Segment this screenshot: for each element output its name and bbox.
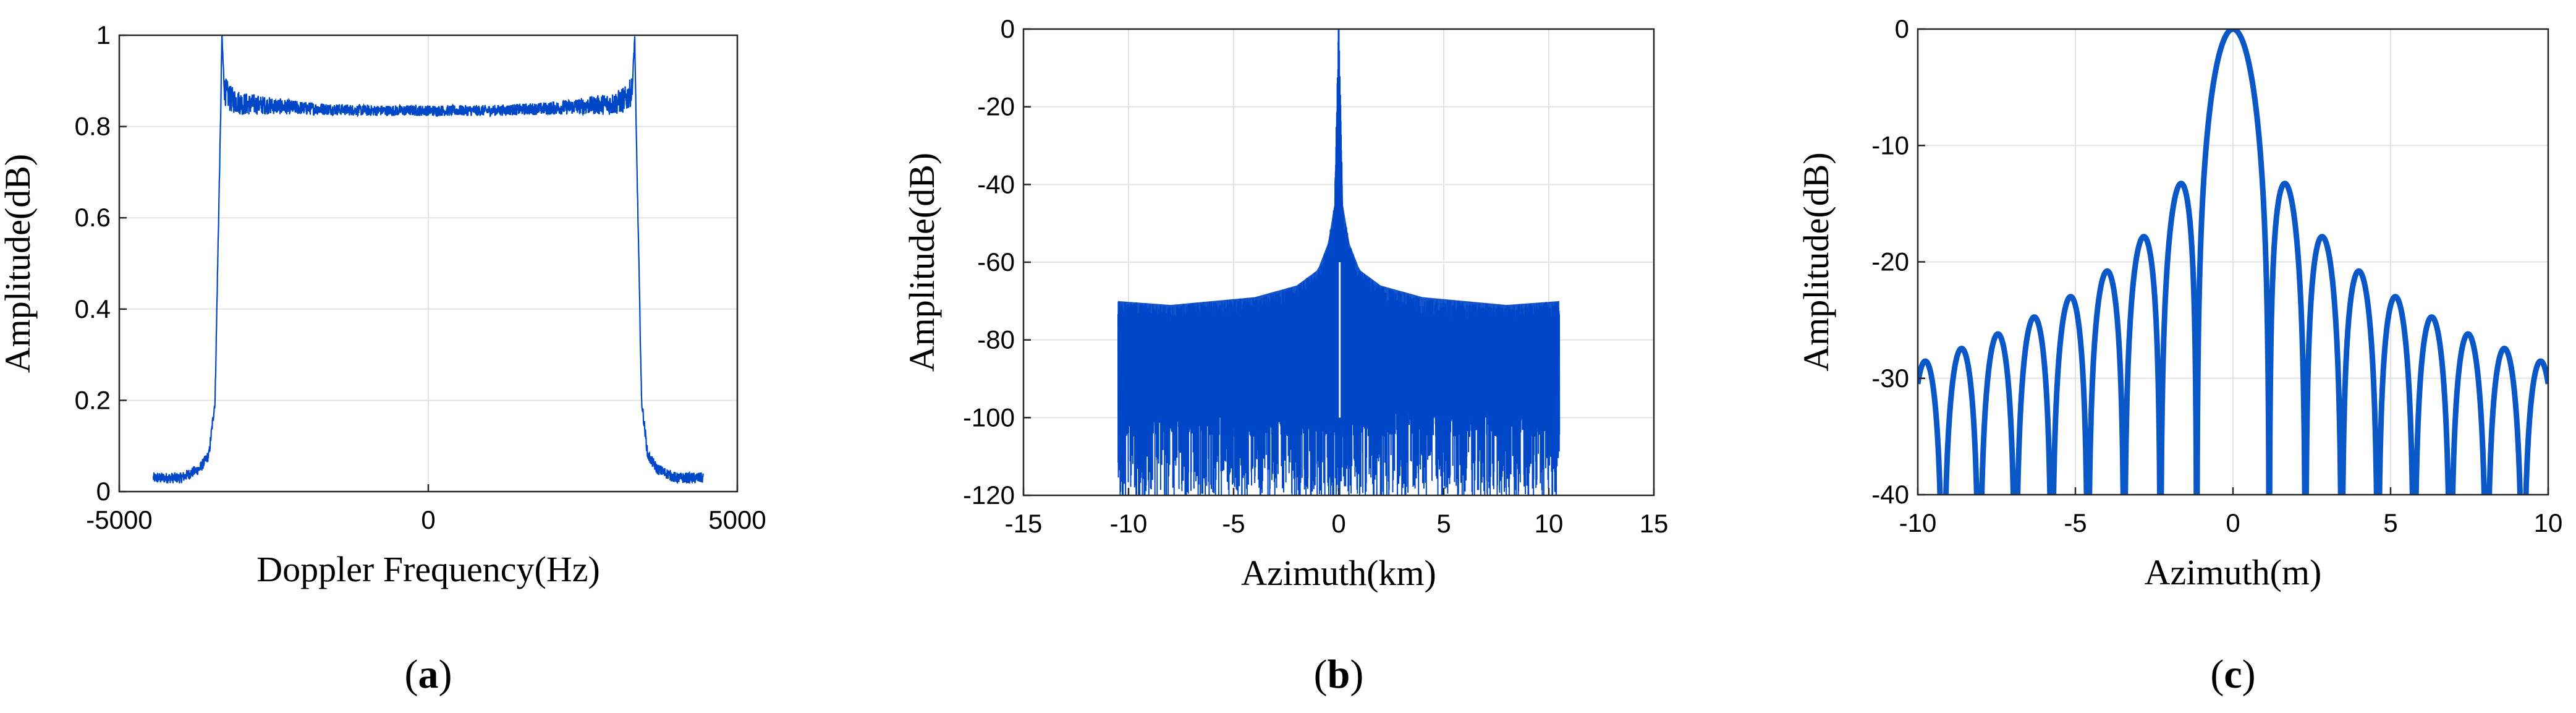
x-tick-label: 15 [1640,509,1669,538]
panel-c-caption-open: ( [2210,652,2224,697]
panel-a-ylabel: Amplitude(dB) [0,154,38,373]
panel-b-caption-open: ( [1314,652,1328,697]
panel-b-caption: (b) [1314,652,1364,697]
panel-b-ticks: -15 -10 -5 0 5 10 15 -120 -100 -80 -60 -40 -20 0 [963,14,1668,538]
y-tick-label: 0.6 [75,203,111,232]
y-tick-label: -30 [1871,364,1909,393]
panel-a-caption-close: ) [439,652,452,697]
y-tick-label: -120 [963,480,1015,510]
y-tick-label: -20 [977,92,1015,121]
y-tick-label: -10 [1871,130,1909,160]
y-tick-label: 0 [1001,14,1015,43]
x-tick-label: -5 [2064,508,2087,537]
x-tick-label: -5000 [86,505,152,534]
y-tick-label: -20 [1871,247,1909,276]
panel-a-plot-area [152,35,705,484]
y-tick-label: -40 [977,169,1015,199]
y-tick-label: 0.2 [75,385,111,414]
panel-a-caption-open: ( [405,652,418,697]
x-tick-label: 0 [1331,509,1345,538]
x-tick-label: -10 [1110,509,1148,538]
x-tick-label: 10 [1535,509,1564,538]
panel-b-caption-close: ) [1350,652,1363,697]
panel-b-xlabel: Azimuth(km) [1241,553,1436,593]
x-tick-label: 10 [2534,508,2563,537]
x-tick-label: 5 [1436,509,1451,538]
panel-c-caption-close: ) [2242,652,2256,697]
panel-c-ticks: -10 -5 0 5 10 -40 -30 -20 -10 0 [1871,14,2562,537]
panel-a-xlabel: Doppler Frequency(Hz) [256,549,600,589]
panel-a-caption: (a) [405,652,452,697]
panel-b-plot-area [1117,29,1561,495]
series-line [1918,29,2548,495]
panel-c-caption: (c) [2210,652,2255,697]
panel-b-caption-letter: b [1328,652,1350,697]
panel-c-caption-letter: c [2224,652,2242,697]
panel-a-caption-letter: a [418,652,439,697]
y-tick-label: -100 [963,403,1015,432]
x-tick-label: -15 [1005,509,1043,538]
y-tick-label: -80 [977,325,1015,354]
panel-b: -15 -10 -5 0 5 10 15 -120 -100 -80 -60 -40 -20 0 Azim… [902,14,1668,697]
x-tick-label: 5 [2383,508,2397,537]
x-tick-label: -5 [1222,509,1245,538]
y-tick-label: 0 [1895,14,1909,43]
y-tick-label: 0 [96,477,111,506]
y-tick-label: -60 [977,247,1015,276]
panel-b-ylabel: Amplitude(dB) [902,153,942,372]
series-line [152,35,705,484]
x-tick-label: -10 [1899,508,1937,537]
panel-c-plot-area [1918,29,2548,495]
x-tick-label: 5000 [708,505,766,534]
y-tick-label: -40 [1871,480,1909,509]
panel-c: -10 -5 0 5 10 -40 -30 -20 -10 0 Azimuth(m) Amplit… [1796,14,2562,697]
y-tick-label: 1 [96,20,111,49]
panel-c-ylabel: Amplitude(dB) [1796,152,1836,371]
x-tick-label: 0 [2226,508,2240,537]
x-tick-label: 0 [421,505,435,534]
y-tick-label: 0.8 [75,112,111,141]
panel-c-xlabel: Azimuth(m) [2145,552,2322,592]
y-tick-label: 0.4 [75,294,111,323]
